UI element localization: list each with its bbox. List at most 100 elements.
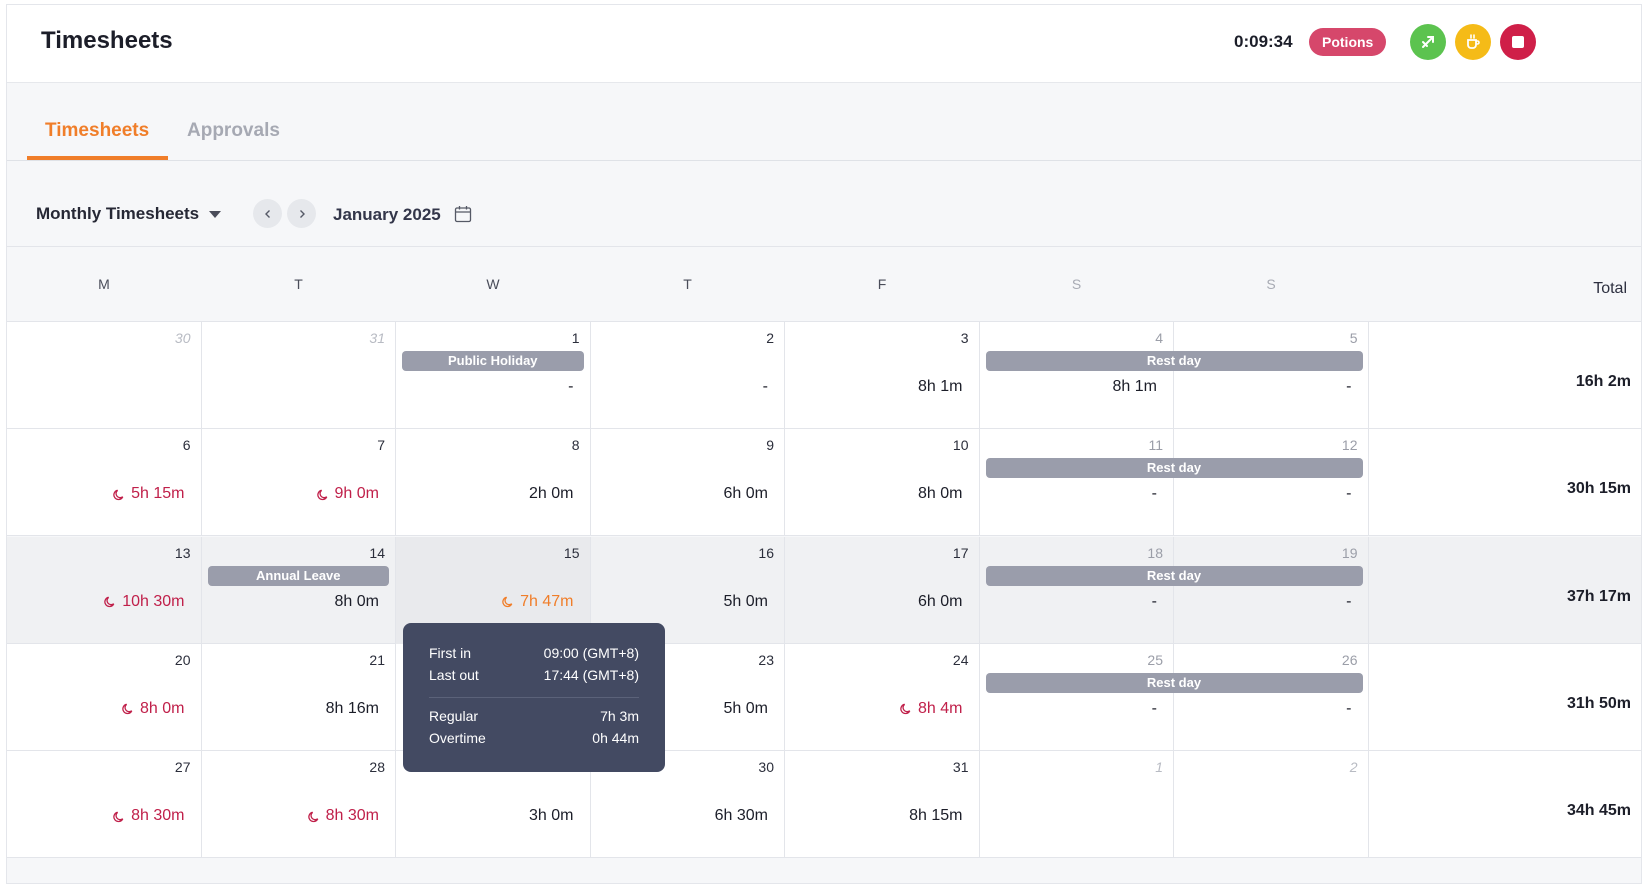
day-cell[interactable]: 19 -: [1174, 536, 1369, 644]
day-cell[interactable]: 2: [1174, 751, 1369, 859]
tab-bar: Timesheets Approvals: [7, 83, 1641, 161]
day-header: S: [1071, 276, 1082, 292]
day-status-label: Public Holiday: [402, 351, 584, 371]
day-cell[interactable]: 10 8h 0m: [785, 429, 980, 537]
moon-icon: [502, 596, 513, 608]
day-cell[interactable]: 6 5h 15m: [7, 429, 202, 537]
stop-icon: [1512, 36, 1524, 48]
day-cell[interactable]: 1 Public Holiday -: [396, 322, 591, 429]
day-number: 30: [758, 759, 774, 776]
week-row: 6 5h 15m 7 9h 0m 8 2h 0m 9 6h 0m 10 8h 0m 11 - 12 - Re…: [7, 429, 1641, 537]
day-number: 6: [182, 437, 191, 454]
day-cell[interactable]: 7 9h 0m: [202, 429, 396, 537]
day-cell[interactable]: 24 8h 4m: [785, 643, 980, 751]
day-cell[interactable]: 20 8h 0m: [7, 643, 202, 751]
tab-timesheets[interactable]: Timesheets: [45, 120, 150, 141]
tab-approvals[interactable]: Approvals: [187, 120, 280, 141]
day-hours-value: -: [1151, 699, 1157, 717]
day-header: S: [1266, 276, 1276, 292]
view-selector[interactable]: Monthly Timesheets: [36, 204, 222, 224]
day-hours-value: 3h 0m: [529, 807, 574, 825]
tooltip-divider: [429, 697, 639, 698]
day-cell[interactable]: 3 8h 1m: [785, 322, 980, 429]
day-cell[interactable]: 30: [7, 322, 202, 429]
day-hours-value: 8h 30m: [131, 807, 185, 825]
regular-value: 7h 3m: [600, 708, 639, 724]
day-cell[interactable]: 4 8h 1m: [980, 322, 1174, 429]
caret-down-icon: [209, 210, 222, 218]
day-cell[interactable]: 11 -: [980, 429, 1174, 537]
day-number: 1: [1155, 759, 1163, 776]
day-hours-value: 8h 1m: [918, 378, 963, 395]
day-cell[interactable]: 27 8h 30m: [7, 751, 202, 859]
stop-timer-button[interactable]: [1500, 24, 1536, 60]
day-hours-value: 8h 15m: [909, 807, 963, 825]
day-hours-value: -: [1346, 378, 1352, 395]
day-cell[interactable]: 2-: [591, 322, 785, 429]
day-cell[interactable]: 21 8h 16m: [202, 643, 396, 751]
day-cell[interactable]: 30 6h 30m: [591, 751, 785, 859]
day-number: 30: [174, 330, 191, 346]
day-hours: 8h 0m: [335, 593, 379, 611]
day-hours: 8h 4m: [900, 700, 963, 718]
day-hours-value: -: [1346, 699, 1352, 717]
coffee-icon: [1467, 34, 1480, 49]
break-button[interactable]: [1455, 24, 1491, 60]
chevron-left-icon: [264, 209, 270, 218]
day-number: 23: [758, 651, 774, 668]
day-cell[interactable]: 26 -: [1174, 643, 1369, 751]
day-hours: 8h 30m: [113, 807, 185, 825]
active-tab-indicator: [27, 156, 168, 160]
day-cell[interactable]: 23 5h 0m: [591, 643, 785, 751]
day-cell[interactable]: 14 Annual Leave 8h 0m: [202, 536, 396, 644]
day-cell[interactable]: 12 -: [1174, 429, 1369, 537]
day-hours-value: -: [1151, 592, 1157, 610]
day-cell[interactable]: 9 6h 0m: [591, 429, 785, 537]
day-cell[interactable]: 16 5h 0m: [591, 536, 785, 644]
day-hours: -: [1346, 378, 1351, 396]
day-hours-value: 8h 0m: [140, 699, 185, 717]
moon-icon: [122, 704, 133, 715]
day-number: 2: [1349, 759, 1358, 776]
day-hours-value: 7h 47m: [520, 592, 574, 610]
day-number: 17: [952, 544, 969, 561]
day-number: 31: [369, 330, 385, 346]
overtime-label: Overtime: [429, 730, 486, 746]
switch-task-button[interactable]: [1410, 24, 1446, 60]
calendar-icon[interactable]: [454, 205, 472, 223]
day-cell[interactable]: 1: [980, 751, 1174, 859]
next-month-button[interactable]: [287, 199, 316, 228]
day-header: T: [683, 276, 692, 292]
rest-day-label: Rest day: [985, 672, 1363, 693]
day-hours: 8h 15m: [909, 807, 962, 825]
day-number: 18: [1147, 544, 1163, 561]
day-cell[interactable]: 31: [202, 322, 396, 429]
day-hours-value: 6h 30m: [714, 807, 768, 825]
day-cell[interactable]: 18 -: [980, 536, 1174, 644]
project-badge[interactable]: Potions: [1309, 28, 1387, 56]
day-header: W: [486, 276, 500, 292]
day-cell[interactable]: 25 -: [980, 643, 1174, 751]
day-hours: 5h 0m: [724, 700, 768, 718]
day-header: T: [294, 276, 303, 292]
regular-label: Regular: [429, 708, 479, 724]
day-cell[interactable]: 17 6h 0m: [785, 536, 980, 644]
switch-icon: [1422, 36, 1434, 48]
day-cell[interactable]: 13 10h 30m: [7, 536, 202, 644]
day-cell[interactable]: 31 8h 15m: [785, 751, 980, 859]
day-hours-value: -: [1346, 485, 1352, 503]
day-number: 14: [369, 544, 385, 561]
day-hours-value: 8h 16m: [325, 699, 379, 717]
day-detail-tooltip: First in 09:00 (GMT+8) Last out 17:44 (G…: [403, 623, 665, 772]
day-cell[interactable]: 8 2h 0m: [396, 429, 591, 537]
view-selector-label: Monthly Timesheets: [36, 204, 200, 223]
day-hours: 10h 30m: [104, 593, 185, 611]
day-hours: -: [1152, 700, 1157, 718]
first-in-label: First in: [429, 645, 471, 661]
day-hours-value: -: [762, 378, 768, 395]
day-hours: -: [1346, 485, 1351, 503]
day-cell[interactable]: 5-: [1174, 322, 1369, 429]
day-cell[interactable]: 28 8h 30m: [202, 751, 396, 859]
previous-month-button[interactable]: [253, 199, 282, 228]
day-number: 13: [174, 544, 191, 561]
